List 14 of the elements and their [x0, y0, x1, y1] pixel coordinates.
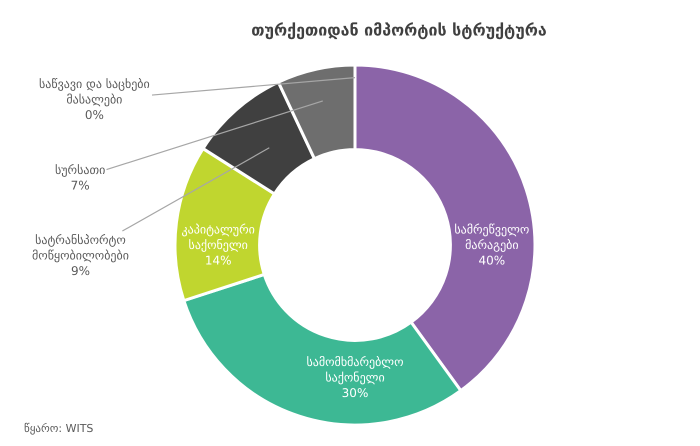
data-label: 40% [478, 254, 506, 268]
data-label: 7% [70, 178, 90, 193]
slice-label: კაპიტალური საქონელი [182, 222, 255, 252]
text: 0% [84, 108, 104, 122]
slice-label: სატრანსპორტო მოწყობილობები [32, 233, 129, 263]
slice-label: სამრეწველო მარაგები [454, 222, 530, 252]
chart-title: თურქეთიდან იმპორტის სტრუქტურა [251, 20, 547, 40]
text: წყარო: WITS [24, 422, 94, 435]
slice-label: სურსათი [55, 163, 106, 177]
category-label: საწვავი და საცხები მასალები [39, 77, 150, 107]
data-label: 14% [204, 254, 232, 268]
data-label: 30% [342, 386, 368, 400]
slice-label: სამომხმარებლო საქონელი [306, 354, 404, 384]
data-label: 9% [70, 264, 90, 278]
